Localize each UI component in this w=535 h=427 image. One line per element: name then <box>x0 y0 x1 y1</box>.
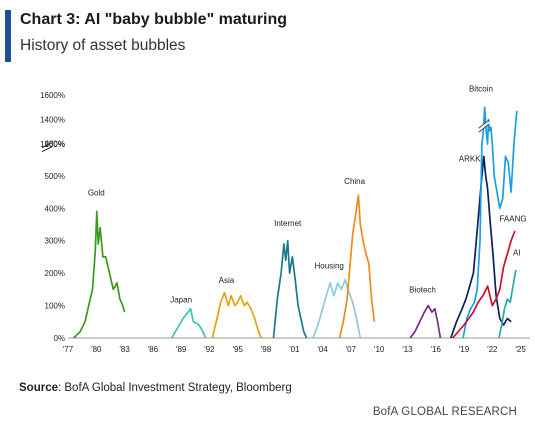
series-line-japan <box>170 307 207 339</box>
x-tick-label: '89 <box>176 345 187 354</box>
series-line-housing <box>312 278 362 339</box>
series-label-asia: Asia <box>219 276 235 285</box>
axis-break-mark <box>41 142 53 149</box>
axis-break-mark <box>41 146 53 153</box>
source-note: Source: BofA Global Investment Strategy,… <box>19 382 292 394</box>
x-tick-label: '22 <box>487 345 498 354</box>
x-tick-label: '13 <box>402 345 413 354</box>
x-tick-label: '25 <box>515 345 526 354</box>
series-line-asia <box>211 291 263 339</box>
x-tick-label: '86 <box>148 345 159 354</box>
series-label-gold: Gold <box>88 188 105 197</box>
y-tick-label: 1600% <box>40 91 65 100</box>
y-tick-label: 400% <box>45 204 65 213</box>
chart-title: Chart 3: AI "baby bubble" maturing <box>20 11 288 28</box>
asset-bubbles-chart: 0% 100% 200% 300% 400% 500% 600%1200% 1400% 1600… <box>40 84 530 354</box>
series-line-faang <box>452 230 516 339</box>
x-tick-label: '04 <box>317 345 328 354</box>
x-tick-label: '16 <box>430 345 441 354</box>
series-label-bitcoin: Bitcoin <box>469 84 493 93</box>
series-label-ai: AI <box>513 248 521 257</box>
y-tick-label: 1200% <box>40 140 65 149</box>
series-break-gap <box>477 120 491 132</box>
series-label-biotech: Biotech <box>409 286 436 295</box>
x-tick-label: '10 <box>374 345 385 354</box>
series-line-ai <box>498 269 517 339</box>
y-tick-label: 500% <box>45 172 65 181</box>
title-accent-bar <box>5 10 11 62</box>
chart-subtitle: History of asset bubbles <box>20 37 186 54</box>
x-tick-label: '80 <box>91 345 102 354</box>
series-break-mark <box>478 123 490 133</box>
series-label-china: China <box>344 177 365 186</box>
series-label-housing: Housing <box>314 261 343 270</box>
y-tick-label: 0% <box>53 334 65 343</box>
y-tick-label: 1400% <box>40 116 65 125</box>
series-line-arkk <box>449 155 512 339</box>
x-tick-label: '83 <box>119 345 130 354</box>
y-tick-label: 300% <box>45 237 65 246</box>
y-tick-label: 200% <box>45 269 65 278</box>
series-line-china <box>338 194 376 339</box>
x-tick-label: '77 <box>63 345 74 354</box>
series-label-internet: Internet <box>274 219 302 228</box>
source-label: Source <box>19 382 58 394</box>
x-tick-label: '92 <box>204 345 215 354</box>
x-tick-label: '95 <box>232 345 243 354</box>
series-line-biotech <box>409 304 442 339</box>
series-line-internet <box>272 239 308 339</box>
series-line-gold <box>73 210 126 339</box>
x-tick-label: '07 <box>346 345 357 354</box>
series-label-arkk: ARKK <box>459 154 481 163</box>
brand-label: BofA GLOBAL RESEARCH <box>372 406 517 418</box>
y-tick-label: 100% <box>45 302 65 311</box>
x-tick-label: '98 <box>261 345 272 354</box>
series-break-mark <box>478 119 490 129</box>
source-text: : BofA Global Investment Strategy, Bloom… <box>58 382 292 394</box>
y-tick-label: 600% <box>45 139 65 148</box>
x-tick-label: '19 <box>459 345 470 354</box>
x-tick-label: '01 <box>289 345 300 354</box>
series-label-japan: Japan <box>170 295 192 304</box>
series-line-bitcoin <box>462 106 518 339</box>
series-label-faang: FAANG <box>499 214 526 223</box>
